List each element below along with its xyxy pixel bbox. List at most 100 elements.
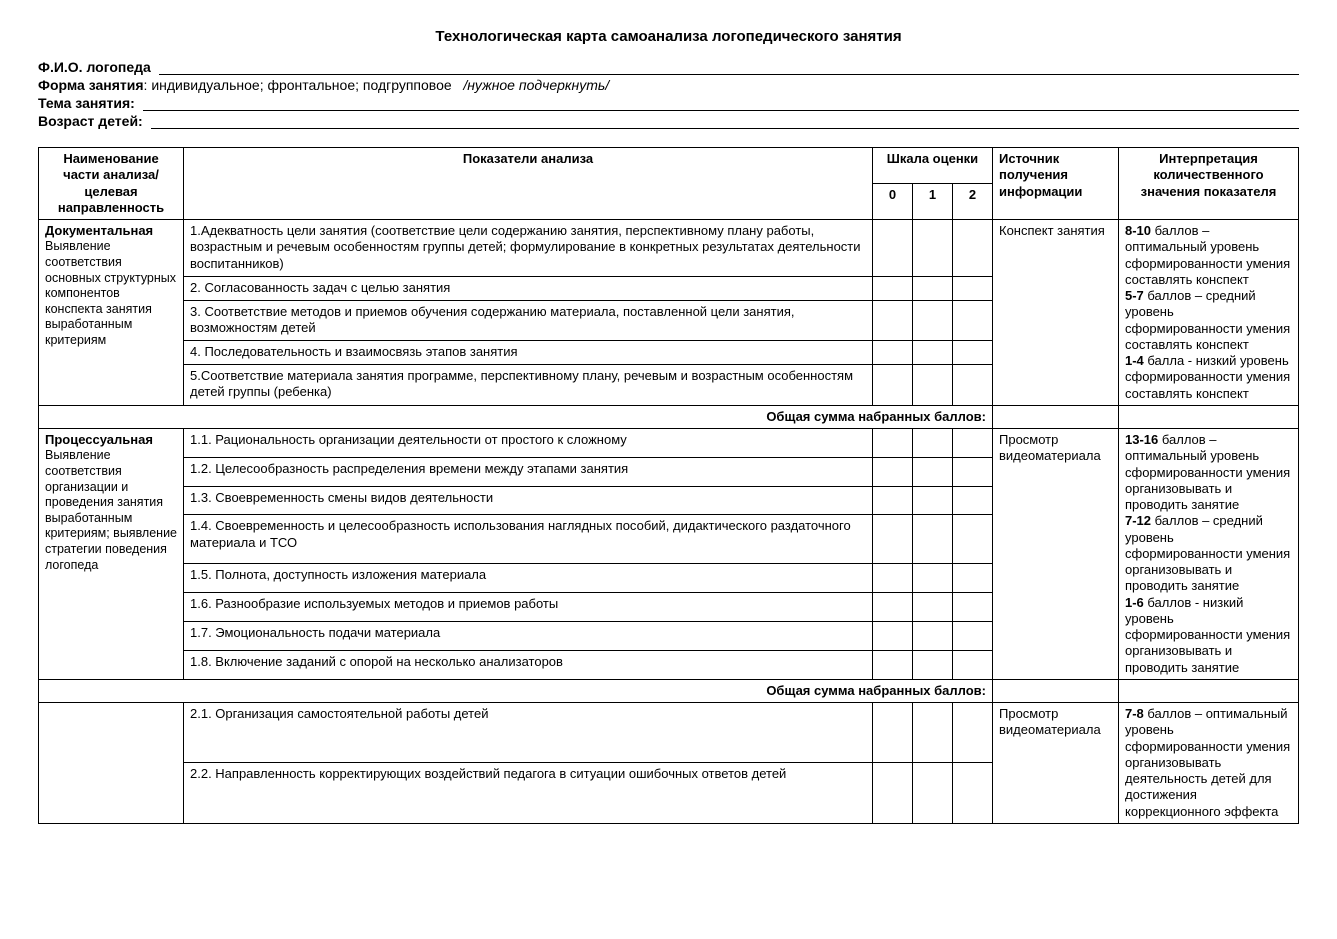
scale-cell[interactable] (872, 486, 912, 515)
scale-cell[interactable] (872, 365, 912, 406)
scale-cell[interactable] (952, 650, 992, 679)
scale-cell[interactable] (872, 277, 912, 301)
fio-label: Ф.И.О. логопеда (38, 59, 155, 75)
scale-cell[interactable] (952, 365, 992, 406)
age-underline[interactable] (151, 115, 1299, 129)
table-row: 2.1. Организация самостоятельной работы … (39, 703, 1299, 763)
head-scale: Шкала оценки (872, 148, 992, 184)
scale-cell[interactable] (912, 341, 952, 365)
head-name: Наименование части анализа/целевая напра… (39, 148, 184, 220)
indicator-cell: 1.3. Своевременность смены видов деятель… (184, 486, 873, 515)
scale-cell[interactable] (952, 300, 992, 340)
total-row: Общая сумма набранных баллов: (39, 405, 1299, 428)
header-topic: Тема занятия: (38, 95, 1299, 111)
scale-cell[interactable] (872, 300, 912, 340)
topic-underline[interactable] (143, 97, 1299, 111)
total-label: Общая сумма набранных баллов: (39, 405, 993, 428)
scale-cell[interactable] (952, 429, 992, 458)
scale-cell[interactable] (952, 486, 992, 515)
interp-cell: 7-8 баллов – оптимальный уровень сформир… (1119, 703, 1299, 824)
scale-cell[interactable] (872, 703, 912, 763)
head-scale-1: 1 (912, 184, 952, 220)
scale-cell[interactable] (952, 515, 992, 564)
indicator-cell: 2. Согласованность задач с целью занятия (184, 277, 873, 301)
head-scale-2: 2 (952, 184, 992, 220)
section-title: Процессуальная (45, 432, 177, 448)
scale-cell[interactable] (872, 564, 912, 593)
scale-cell[interactable] (872, 650, 912, 679)
scale-cell[interactable] (952, 564, 992, 593)
header-fio: Ф.И.О. логопеда (38, 59, 1299, 75)
scale-cell[interactable] (872, 429, 912, 458)
source-cell: Просмотр видеоматериала (993, 429, 1119, 680)
scale-cell[interactable] (912, 220, 952, 277)
form-rest: : индивидуальное; фронтальное; подгруппо… (144, 77, 464, 93)
indicator-cell: 2.2. Направленность корректирующих возде… (184, 763, 873, 823)
total-interp-empty (1119, 405, 1299, 428)
total-src-empty (993, 405, 1119, 428)
header-form: Форма занятия : индивидуальное; фронталь… (38, 77, 1299, 93)
scale-cell[interactable] (912, 486, 952, 515)
scale-cell[interactable] (872, 220, 912, 277)
head-scale-0: 0 (872, 184, 912, 220)
scale-cell[interactable] (912, 564, 952, 593)
section-sub: Выявление соответствия основных структур… (45, 239, 177, 348)
section-sub: Выявление соответствия организации и про… (45, 448, 177, 573)
section-name-cell: ДокументальнаяВыявление соответствия осн… (39, 220, 184, 406)
head-source: Источник получения информации (993, 148, 1119, 220)
page-title: Технологическая карта самоанализа логопе… (38, 28, 1299, 45)
scale-cell[interactable] (912, 622, 952, 651)
scale-cell[interactable] (872, 622, 912, 651)
scale-cell[interactable] (952, 457, 992, 486)
scale-cell[interactable] (912, 763, 952, 823)
scale-cell[interactable] (912, 703, 952, 763)
scale-cell[interactable] (872, 341, 912, 365)
scale-cell[interactable] (912, 593, 952, 622)
scale-cell[interactable] (952, 593, 992, 622)
header-age: Возраст детей: (38, 113, 1299, 129)
source-cell: Конспект занятия (993, 220, 1119, 406)
scale-cell[interactable] (912, 515, 952, 564)
form-label: Форма занятия (38, 77, 144, 93)
topic-label: Тема занятия: (38, 95, 139, 111)
analysis-table: Наименование части анализа/целевая напра… (38, 147, 1299, 824)
scale-cell[interactable] (872, 763, 912, 823)
indicator-cell: 1.Адекватность цели занятия (соответстви… (184, 220, 873, 277)
fio-underline[interactable] (159, 61, 1299, 75)
indicator-cell: 1.5. Полнота, доступность изложения мате… (184, 564, 873, 593)
total-label: Общая сумма набранных баллов: (39, 679, 993, 702)
section-name-cell (39, 703, 184, 824)
scale-cell[interactable] (912, 457, 952, 486)
interp-cell: 8-10 баллов – оптимальный уровень сформи… (1119, 220, 1299, 406)
interp-cell: 13-16 баллов – оптимальный уровень сформ… (1119, 429, 1299, 680)
scale-cell[interactable] (952, 622, 992, 651)
indicator-cell: 1.4. Своевременность и целесообразность … (184, 515, 873, 564)
scale-cell[interactable] (912, 365, 952, 406)
scale-cell[interactable] (872, 457, 912, 486)
indicator-cell: 1.8. Включение заданий с опорой на неско… (184, 650, 873, 679)
scale-cell[interactable] (872, 515, 912, 564)
indicator-cell: 1.7. Эмоциональность подачи материала (184, 622, 873, 651)
scale-cell[interactable] (872, 593, 912, 622)
form-italic: /нужное подчеркнуть/ (463, 77, 609, 93)
indicator-cell: 1.6. Разнообразие используемых методов и… (184, 593, 873, 622)
scale-cell[interactable] (952, 763, 992, 823)
scale-cell[interactable] (952, 341, 992, 365)
total-src-empty (993, 679, 1119, 702)
scale-cell[interactable] (952, 277, 992, 301)
source-cell: Просмотр видеоматериала (993, 703, 1119, 824)
scale-cell[interactable] (912, 300, 952, 340)
section-title: Документальная (45, 223, 177, 239)
indicator-cell: 2.1. Организация самостоятельной работы … (184, 703, 873, 763)
scale-cell[interactable] (952, 703, 992, 763)
scale-cell[interactable] (912, 429, 952, 458)
age-label: Возраст детей: (38, 113, 147, 129)
table-body: ДокументальнаяВыявление соответствия осн… (39, 220, 1299, 824)
section-name-cell: ПроцессуальнаяВыявление соответствия орг… (39, 429, 184, 680)
scale-cell[interactable] (912, 650, 952, 679)
table-head: Наименование части анализа/целевая напра… (39, 148, 1299, 220)
scale-cell[interactable] (952, 220, 992, 277)
head-indicators: Показатели анализа (184, 148, 873, 220)
scale-cell[interactable] (912, 277, 952, 301)
head-interp: Интерпретация количественного значения п… (1119, 148, 1299, 220)
